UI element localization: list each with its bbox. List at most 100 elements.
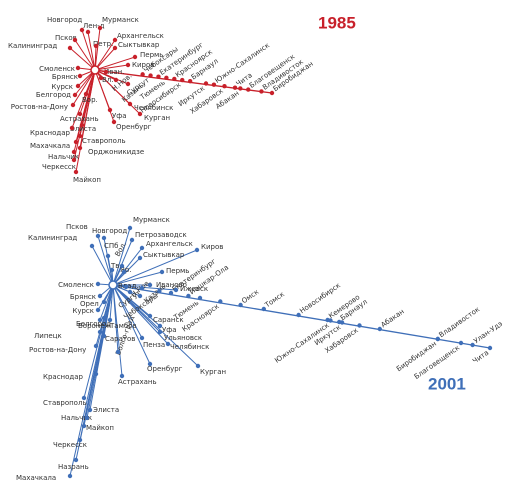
- city-label: Курган: [144, 114, 170, 122]
- city-label: Мурманск: [102, 16, 139, 24]
- city-label: Калининград: [8, 42, 57, 50]
- city-label: Орел: [80, 300, 99, 308]
- route: [73, 69, 96, 161]
- city-label: Черкесск: [53, 441, 87, 449]
- city-node: [67, 45, 73, 51]
- city-label: Абакан: [380, 308, 406, 330]
- city-node: [84, 415, 90, 421]
- city-label: Назрань: [58, 463, 89, 471]
- city-node: [187, 79, 193, 84]
- city-node: [487, 345, 493, 351]
- city-node: [89, 243, 95, 249]
- hub-node: [108, 280, 118, 290]
- city-node: [139, 245, 145, 251]
- city-node: [339, 320, 345, 325]
- city-node: [125, 81, 131, 87]
- city-node: [261, 306, 266, 312]
- city-label: Курган: [200, 368, 226, 376]
- route: [112, 284, 123, 377]
- city-node: [435, 336, 440, 342]
- city-node: [173, 287, 179, 293]
- city-label: Омск: [240, 288, 260, 305]
- hub-node: [90, 65, 100, 75]
- city-label: Киров: [132, 61, 154, 69]
- route: [81, 29, 96, 71]
- city-node: [95, 281, 101, 287]
- city-node: [470, 342, 475, 348]
- city-label: Курск: [72, 307, 94, 315]
- city-node: [77, 73, 83, 79]
- city-node: [77, 111, 83, 117]
- city-label: Пермь: [166, 267, 189, 275]
- city-node: [132, 54, 138, 60]
- city-label: Майкоп: [73, 176, 101, 184]
- city-node: [97, 25, 103, 31]
- city-node: [109, 267, 115, 273]
- city-node: [83, 91, 89, 97]
- route: [112, 271, 163, 286]
- city-label: Ростов-на-Дону: [29, 346, 86, 354]
- city-node: [105, 253, 111, 259]
- city-node: [137, 293, 143, 299]
- city-node: [357, 323, 362, 328]
- city-label: Тв.: [110, 262, 122, 270]
- route: [72, 69, 96, 106]
- city-node: [211, 82, 217, 87]
- city-label: Махачкала: [30, 142, 70, 150]
- city-node: [296, 312, 301, 318]
- city-label: Челябинск: [170, 343, 209, 351]
- city-node: [259, 89, 264, 94]
- city-node: [159, 269, 165, 275]
- city-node: [69, 125, 75, 131]
- city-label: Влад.: [118, 282, 139, 290]
- city-label: Чита: [471, 349, 490, 366]
- city-node: [222, 83, 227, 89]
- city-label: Липецк: [34, 332, 62, 340]
- city-node: [112, 45, 118, 51]
- city-label: Брянск: [70, 293, 96, 301]
- city-label: Воронеж: [78, 322, 112, 330]
- route: [94, 56, 136, 71]
- city-node: [121, 269, 127, 275]
- city-node: [87, 407, 93, 413]
- route: [75, 69, 96, 173]
- city-label: Лен-д: [83, 22, 105, 30]
- city-node: [127, 289, 133, 295]
- route: [87, 31, 96, 71]
- city-node: [72, 37, 78, 43]
- city-node: [97, 293, 103, 299]
- city-label: Ростов-на-Дону: [11, 103, 68, 111]
- city-node: [195, 363, 201, 369]
- route: [94, 47, 116, 71]
- city-label: Сыктывкар: [118, 41, 160, 49]
- route-map: Псков Новгород Мурманск Калининград Петрозав…: [16, 216, 504, 482]
- city-node: [81, 395, 87, 401]
- city-node: [139, 285, 145, 291]
- city-label: Оренбург: [147, 365, 183, 373]
- city-node: [139, 335, 145, 341]
- city-node: [269, 90, 275, 96]
- city-label: Петр.: [93, 40, 113, 48]
- city-label: Иван.: [104, 68, 124, 76]
- city-label: Черкесск: [42, 163, 76, 171]
- city-node: [147, 313, 153, 319]
- route: [97, 284, 114, 311]
- route: [112, 257, 141, 286]
- city-label: Петрозаводск: [135, 231, 187, 239]
- city-label: Пермь: [140, 51, 163, 59]
- route: [97, 235, 114, 286]
- city-label: Курск: [51, 83, 73, 91]
- city-label: Киров: [201, 243, 223, 251]
- route: [94, 69, 115, 123]
- city-node: [71, 157, 77, 163]
- city-label: Архангельск: [146, 240, 193, 248]
- city-label: Белгород: [76, 320, 111, 328]
- city-node: [127, 101, 133, 107]
- city-label: Иваново: [156, 281, 187, 289]
- city-node: [79, 122, 85, 128]
- city-label: Яр.: [120, 266, 132, 274]
- city-node: [73, 139, 79, 145]
- city-node: [140, 72, 145, 77]
- route: [99, 284, 114, 321]
